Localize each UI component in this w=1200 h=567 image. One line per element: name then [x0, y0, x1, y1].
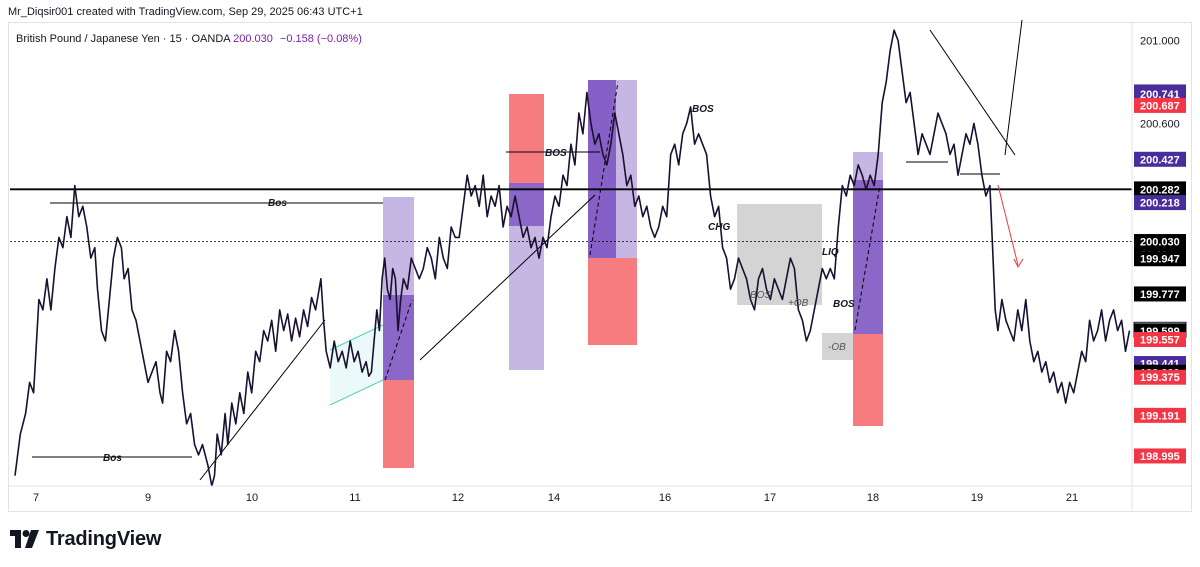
annotation-label: LIQ	[822, 247, 839, 258]
time-tick-label: 14	[548, 492, 560, 504]
bearish-arrow-head	[1013, 258, 1024, 269]
zone-box	[853, 334, 883, 426]
price-label-box	[1134, 251, 1186, 267]
price-label: 199.191	[1140, 410, 1180, 422]
trend-line	[1004, 19, 1023, 156]
price-label-box	[1134, 369, 1186, 385]
price-label-box	[1134, 151, 1186, 167]
price-label: 199.375	[1140, 372, 1180, 384]
price-label: 200.218	[1140, 198, 1180, 210]
annotation-label: BOS	[833, 299, 855, 310]
brand-name: TradingView	[46, 527, 162, 550]
annotation-label: +OB	[788, 298, 809, 309]
time-tick-label: 12	[452, 492, 464, 504]
time-tick-label: 10	[246, 492, 258, 504]
price-label: 200.427	[1140, 154, 1180, 166]
zone-box	[853, 180, 883, 334]
zone-box	[383, 197, 414, 295]
annotation-label: -OB	[828, 342, 846, 353]
tradingview-brand[interactable]: TradingView	[10, 527, 161, 551]
zone-box	[822, 333, 853, 360]
annotations: Bos Bos BOS BOS CHG BOS +OB LIQ BOS -OB	[103, 104, 855, 464]
time-tick-label: 16	[659, 492, 671, 504]
projection-line	[854, 184, 881, 331]
annotation-label: BOS	[545, 148, 567, 159]
legend-change: −0.158 (−0.08%)	[279, 33, 362, 45]
chart-caption: Mr_Diqsir001 created with TradingView.co…	[8, 6, 363, 18]
price-label-box	[1134, 195, 1186, 211]
time-tick-label: 17	[764, 492, 776, 504]
price-line	[14, 29, 1131, 487]
price-label: 200.687	[1140, 100, 1180, 112]
price-tick-label: 200.600	[1140, 118, 1180, 130]
price-label-box	[1134, 286, 1186, 302]
zone-box	[383, 295, 414, 380]
zone-boxes	[330, 80, 883, 468]
time-tick-label: 7	[33, 492, 39, 504]
annotation-label: Bos	[103, 453, 122, 464]
zone-box	[383, 380, 414, 468]
time-tick-label: 11	[349, 492, 360, 504]
channel-line	[329, 379, 384, 406]
price-label-box	[1134, 332, 1186, 348]
price-label-box	[1134, 97, 1186, 113]
price-label: 199.947	[1140, 254, 1180, 266]
trend-line	[929, 29, 1016, 156]
time-tick-label: 18	[867, 492, 879, 504]
trend-drawings	[32, 19, 1024, 481]
bearish-projection-line	[997, 184, 1019, 266]
price-label-box	[1134, 407, 1186, 423]
annotation-label: BOS	[750, 290, 771, 301]
legend-price: 200.030	[233, 33, 273, 45]
annotation-label: CHG	[708, 222, 730, 233]
price-tick-label: 201.000	[1140, 36, 1180, 48]
price-label-box	[1134, 448, 1186, 464]
trend-line	[419, 194, 596, 361]
price-label: 200.030	[1140, 237, 1180, 249]
price-label: 199.557	[1140, 335, 1180, 347]
price-label: 199.777	[1140, 289, 1180, 301]
time-tick-label: 9	[145, 492, 151, 504]
time-tick-label: 19	[971, 492, 983, 504]
annotation-label: Bos	[268, 198, 287, 209]
tradingview-logo-icon	[10, 530, 39, 548]
price-axis: 201.000200.600200.752200.741200.687200.4…	[1131, 22, 1187, 512]
time-tick-label: 21	[1066, 492, 1078, 504]
symbol-legend: British Pound / Japanese Yen · 15 · OAND…	[16, 33, 362, 45]
symbol-name: British Pound / Japanese Yen · 15 · OAND…	[16, 33, 231, 45]
channel-fill	[330, 325, 383, 405]
time-axis: 7 9 10 11 12 14 16 17 18 19 21	[9, 485, 1191, 504]
annotation-label: BOS	[692, 104, 714, 115]
zone-box	[509, 94, 544, 183]
zone-box	[588, 80, 616, 258]
zone-box	[737, 204, 822, 305]
horizontal-lines	[10, 188, 1132, 242]
projection-line	[589, 81, 619, 256]
price-label: 198.995	[1140, 451, 1180, 463]
channel-line	[329, 324, 384, 351]
zone-box	[588, 258, 637, 345]
price-label-box	[1134, 181, 1186, 197]
projection-line	[384, 299, 413, 381]
chart-frame	[8, 22, 1192, 512]
price-label: 200.282	[1140, 184, 1180, 196]
